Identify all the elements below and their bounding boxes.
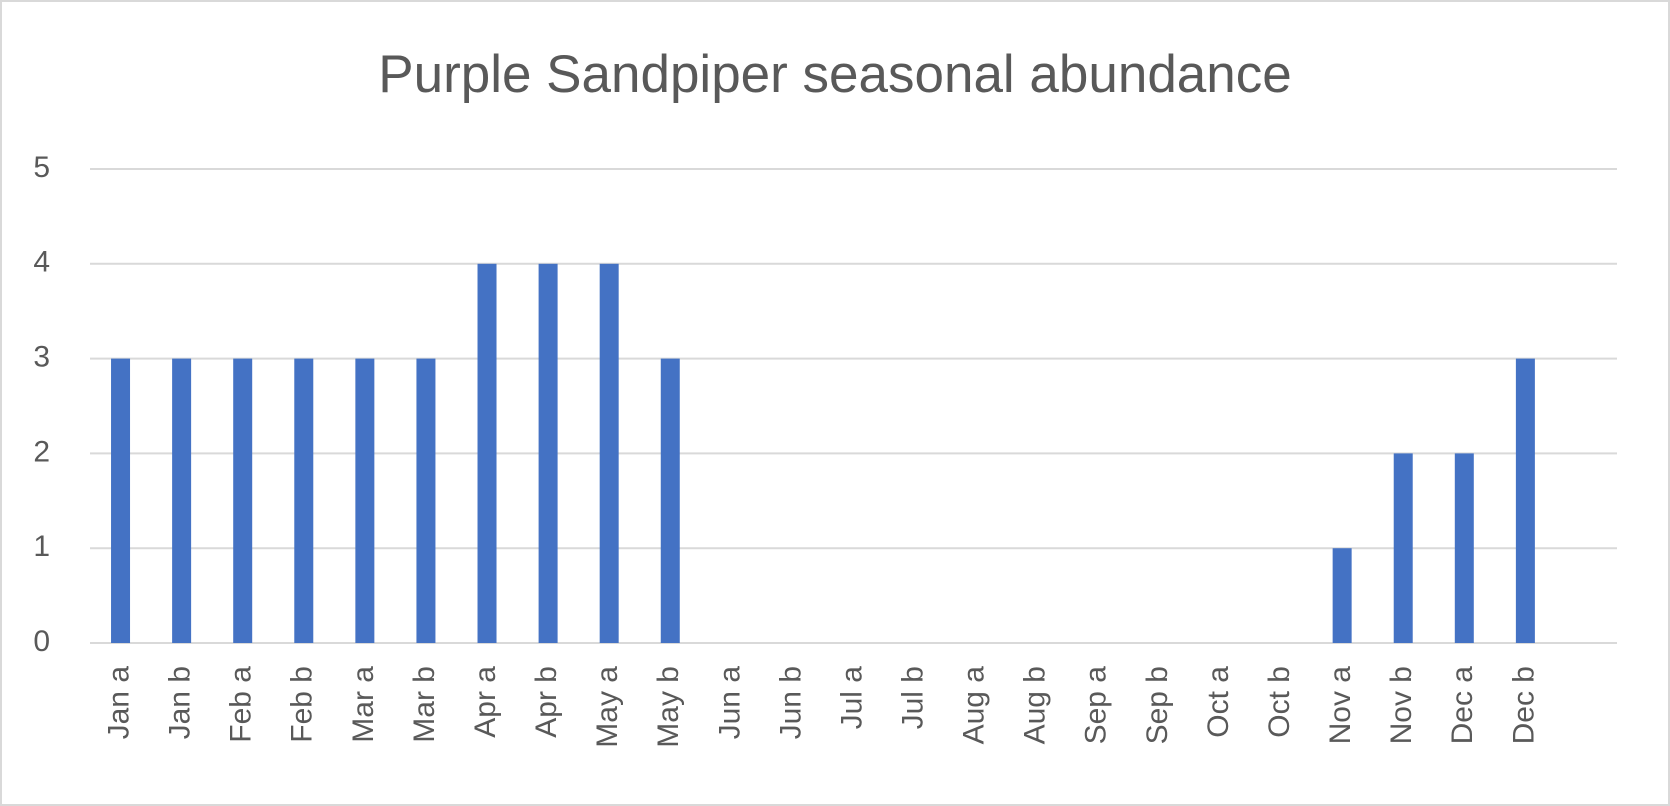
y-tick-label: 5	[33, 151, 50, 184]
chart-title: Purple Sandpiper seasonal abundance	[378, 45, 1291, 104]
x-tick-label: Oct b	[1263, 666, 1296, 738]
x-tick-label: Sep b	[1141, 666, 1174, 744]
y-tick-label: 4	[33, 246, 50, 279]
bar	[111, 358, 131, 643]
bar	[599, 263, 619, 643]
x-tick-label: Jul a	[835, 666, 868, 730]
bar	[538, 263, 558, 643]
x-tick-label: Jun b	[774, 666, 807, 739]
x-tick-label: May a	[591, 666, 624, 748]
bar	[172, 358, 192, 643]
bar	[416, 358, 436, 643]
bar	[1393, 453, 1413, 643]
y-tick-label: 3	[33, 341, 50, 374]
x-tick-label: Sep a	[1080, 666, 1113, 745]
bar	[1454, 453, 1474, 643]
y-tick-label: 2	[33, 435, 50, 468]
x-tick-label: Apr b	[530, 666, 563, 738]
x-tick-label: Feb a	[225, 666, 258, 743]
bar	[1332, 548, 1352, 643]
x-tick-label: Apr a	[469, 666, 502, 738]
bar	[477, 263, 497, 643]
y-tick-label: 0	[33, 625, 50, 658]
x-tick-label: Jan b	[164, 666, 197, 739]
x-tick-label: Mar b	[408, 666, 441, 743]
x-tick-label: May b	[652, 666, 685, 748]
x-tick-label: Dec a	[1446, 666, 1479, 745]
x-tick-label: Jun a	[713, 666, 746, 740]
bar	[294, 358, 314, 643]
x-tick-label: Aug b	[1019, 666, 1052, 744]
x-tick-label: Mar a	[347, 666, 380, 743]
bar	[355, 358, 375, 643]
x-tick-label: Jul b	[897, 666, 930, 729]
x-tick-label: Feb b	[286, 666, 319, 743]
x-tick-label: Dec b	[1507, 666, 1540, 744]
x-tick-label: Oct a	[1202, 666, 1235, 738]
bar	[233, 358, 253, 643]
x-tick-label: Nov a	[1324, 666, 1357, 745]
x-tick-label: Aug a	[958, 666, 991, 745]
x-tick-label: Jan a	[102, 666, 135, 740]
y-tick-label: 1	[33, 530, 50, 563]
bar	[1515, 358, 1535, 643]
x-tick-label: Nov b	[1385, 666, 1418, 744]
bar	[660, 358, 680, 643]
